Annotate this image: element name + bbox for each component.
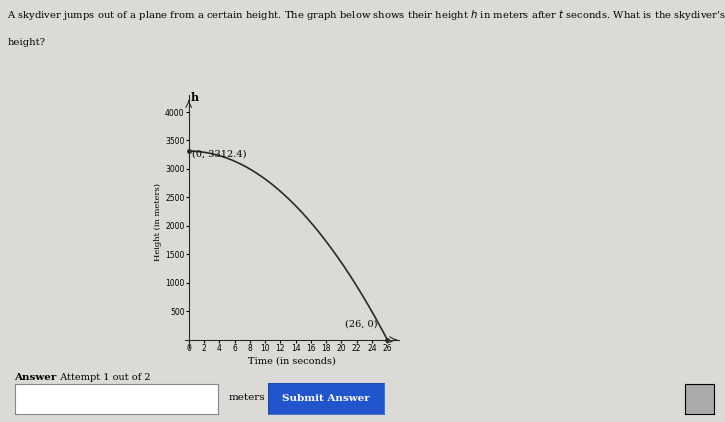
Text: Answer: Answer bbox=[14, 373, 57, 382]
Text: h: h bbox=[191, 92, 199, 103]
Text: (26, 0): (26, 0) bbox=[345, 319, 378, 329]
X-axis label: Time (in seconds): Time (in seconds) bbox=[248, 357, 336, 366]
Text: meters: meters bbox=[228, 393, 265, 403]
Text: A skydiver jumps out of a plane from a certain height. The graph below shows the: A skydiver jumps out of a plane from a c… bbox=[7, 8, 725, 22]
Text: height?: height? bbox=[7, 38, 45, 47]
Text: Attempt 1 out of 2: Attempt 1 out of 2 bbox=[54, 373, 151, 382]
Y-axis label: Height (in meters): Height (in meters) bbox=[154, 183, 162, 260]
Text: Submit Answer: Submit Answer bbox=[282, 394, 370, 403]
Text: (0, 3312.4): (0, 3312.4) bbox=[191, 149, 246, 158]
